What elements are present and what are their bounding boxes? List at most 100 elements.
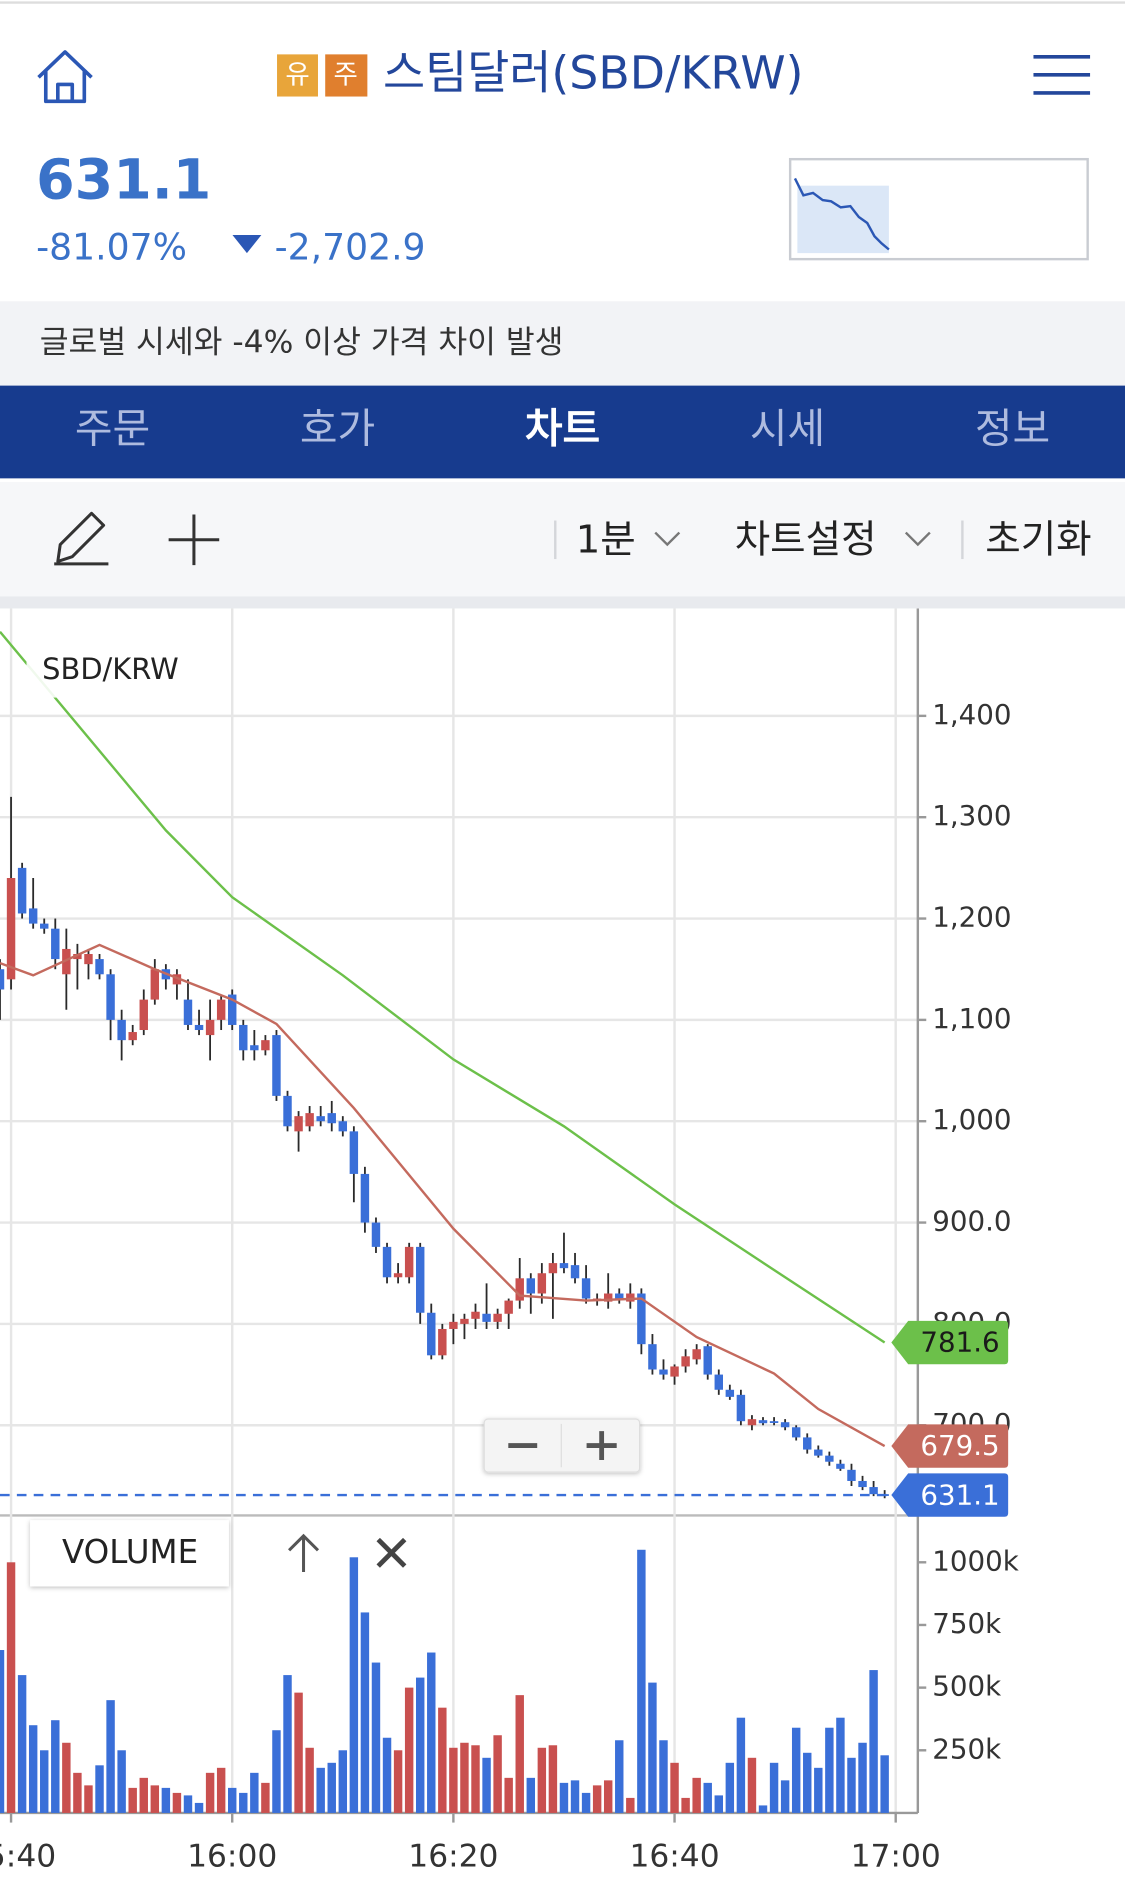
candle-body <box>194 1024 204 1031</box>
volume-bar <box>670 1762 679 1813</box>
home-button[interactable] <box>37 50 93 104</box>
chevron-icon <box>904 531 931 547</box>
price-tag-label: 631.1 <box>920 1478 999 1511</box>
candle-body <box>283 1095 292 1127</box>
volume-bar <box>84 1785 93 1813</box>
candle-body <box>327 1113 336 1124</box>
volume-bar <box>360 1612 370 1813</box>
candle-body <box>747 1419 757 1426</box>
volume-bar <box>725 1762 735 1813</box>
candle-body <box>228 994 237 1025</box>
volume-bar <box>6 1562 16 1813</box>
tab[interactable]: 호가 <box>300 404 375 452</box>
chart-overlay: SBD/KRW VOLUME <box>26 644 641 1587</box>
settings-select[interactable]: 차트설정 <box>735 518 931 563</box>
candle-body <box>725 1389 735 1397</box>
candle-body <box>73 954 82 960</box>
candle-body <box>869 1487 878 1495</box>
volume-bar <box>0 1650 5 1813</box>
volume-bar <box>294 1692 303 1813</box>
y-tick-label: 750k <box>932 1607 1001 1640</box>
candle-body <box>349 1131 359 1174</box>
volume-bar <box>40 1750 49 1813</box>
volume-bar <box>692 1777 701 1813</box>
mini-chart[interactable] <box>788 157 1089 261</box>
chart-title: SBD/KRW <box>42 652 179 686</box>
tab[interactable]: 차트 <box>525 404 600 452</box>
candle-body <box>703 1346 712 1375</box>
candle-body <box>791 1427 801 1438</box>
candle-body <box>205 1019 215 1036</box>
candle-body <box>316 1116 325 1122</box>
volume-bar <box>769 1762 779 1813</box>
candle-body <box>261 1040 270 1051</box>
volume-bar <box>482 1757 491 1813</box>
volume-bar <box>592 1785 602 1813</box>
candle-body <box>780 1422 790 1428</box>
candle-body <box>681 1356 690 1367</box>
volume-bar <box>791 1727 801 1813</box>
volume-bar <box>239 1792 248 1813</box>
notice-bar <box>0 301 1125 386</box>
down-arrow-icon <box>232 235 262 254</box>
close-volume-button[interactable] <box>376 1537 407 1568</box>
tab[interactable]: 정보 <box>975 404 1050 452</box>
volume-bar <box>493 1735 502 1813</box>
candle-body <box>404 1246 414 1278</box>
volume-bar <box>504 1777 513 1813</box>
reset-label: 초기화 <box>985 518 1091 563</box>
toolbar-shadow <box>0 596 1125 609</box>
candle-body <box>128 1032 137 1041</box>
reset-button[interactable]: 초기화 <box>985 518 1091 563</box>
x-tick-label: 15:40 <box>0 1839 56 1875</box>
change-amount: -2,702.9 <box>275 226 426 269</box>
volume-bar <box>338 1750 348 1813</box>
volume-bar <box>648 1682 657 1813</box>
interval-select[interactable]: 1분 <box>576 518 681 563</box>
candle-body <box>172 974 182 985</box>
x-tick-label: 16:00 <box>187 1839 277 1875</box>
draw-button[interactable] <box>54 511 109 566</box>
candle-body <box>769 1421 779 1423</box>
tab[interactable]: 주문 <box>75 404 150 452</box>
menu-button[interactable] <box>1033 54 1091 95</box>
volume-bar <box>73 1772 82 1813</box>
price-pane <box>0 630 889 1499</box>
last-price: 631.1 <box>36 148 211 212</box>
candle-body <box>40 923 49 929</box>
up-arrow-icon <box>288 1533 320 1573</box>
candle-body <box>537 1273 547 1294</box>
volume-bar <box>272 1730 281 1813</box>
volume-bar <box>161 1787 171 1813</box>
candle-body <box>570 1265 580 1279</box>
y-tick-label: 1,400 <box>932 698 1011 731</box>
y-tick-label: 1,300 <box>932 799 1011 832</box>
candle-body <box>526 1278 536 1294</box>
candle-body <box>548 1263 558 1274</box>
plus-icon <box>168 514 220 566</box>
tab[interactable]: 시세 <box>750 404 825 452</box>
volume-bar <box>62 1742 71 1813</box>
move-up-button[interactable] <box>288 1533 320 1573</box>
zoom-in-button[interactable] <box>586 1431 617 1461</box>
volume-bar <box>438 1707 447 1813</box>
volume-bar <box>150 1785 160 1813</box>
volume-bar <box>526 1777 536 1813</box>
price-tag <box>891 1424 1009 1468</box>
volume-bar <box>183 1795 193 1813</box>
volume-bar <box>382 1737 392 1813</box>
volume-bar <box>128 1787 137 1813</box>
volume-bar <box>139 1777 148 1813</box>
chevron-icon <box>654 531 681 547</box>
volume-bar <box>780 1780 790 1813</box>
candle-body <box>6 878 16 980</box>
volume-bar <box>714 1795 723 1813</box>
volume-bar <box>736 1717 746 1813</box>
notice-text: 글로벌 시세와 -4% 이상 가격 차이 발생 <box>40 324 564 360</box>
volume-bar <box>858 1742 867 1813</box>
volume-bar <box>404 1687 414 1813</box>
crosshair-button[interactable] <box>168 514 220 566</box>
candle-body <box>758 1420 768 1424</box>
